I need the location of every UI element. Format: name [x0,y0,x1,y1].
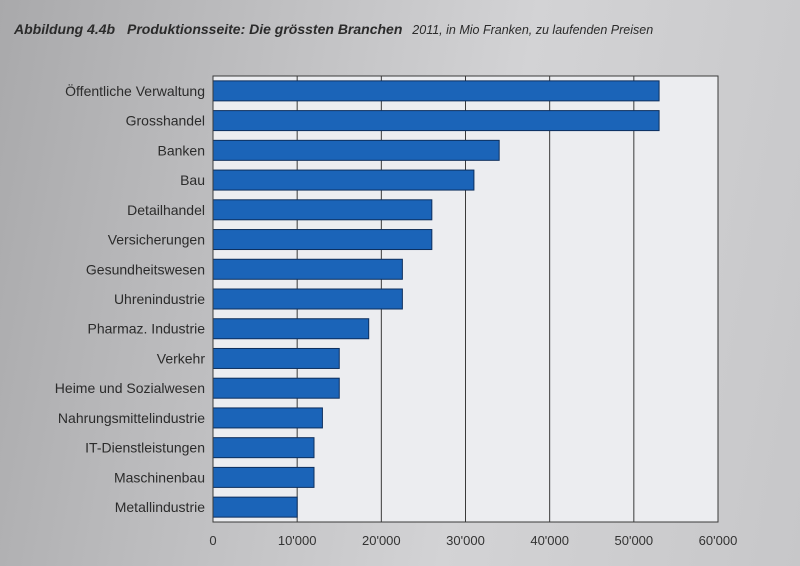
category-label: Versicherungen [108,232,205,248]
x-tick-label: 50'000 [615,533,654,548]
bar [212,377,340,399]
x-tick-label: 40'000 [530,533,569,548]
category-labels: Öffentliche Verwaltung Grosshandel Banken B… [55,82,206,515]
x-tick-label: 20'000 [362,533,401,548]
x-tick-label: 30'000 [446,533,485,548]
category-label: Verkehr [157,350,206,366]
bar [212,139,500,161]
category-label: IT-Dienstleistungen [85,440,205,456]
x-tick-label: 10'000 [278,533,317,548]
x-tick-label: 60'000 [699,533,738,548]
category-label: Grosshandel [126,113,205,129]
bar [212,288,403,310]
category-label: Metallindustrie [115,499,205,515]
bar [212,496,298,518]
plot-frame [212,75,719,523]
category-label: Nahrungsmittelindustrie [58,410,205,426]
bar [212,318,370,340]
bar [212,466,315,488]
bar [212,258,403,280]
category-label: Banken [158,142,205,158]
bar [212,199,433,221]
title-prefix: Abbildung 4.4b [13,21,116,37]
category-label: Maschinenbau [114,469,205,485]
category-label: Heime und Sozialwesen [55,380,205,396]
bar [212,347,340,369]
bar [212,110,660,132]
category-label: Pharmaz. Industrie [88,321,206,337]
bar [212,169,475,191]
title-main: Produktionsseite: Die grössten Branchen [127,21,402,37]
category-label: Bau [180,172,205,188]
category-label: Detailhandel [127,202,205,218]
title-suffix: 2011, in Mio Franken, zu laufenden Preis… [411,23,653,37]
bar [212,437,315,459]
chart-title: Abbildung 4.4b Produktionsseite: Die grö… [13,21,653,37]
x-tick-labels: 0 10'000 20'000 30'000 40'000 50'000 60'000 [209,533,737,548]
x-tick-label: 0 [209,533,216,548]
category-label: Öffentliche Verwaltung [65,82,205,99]
category-label: Gesundheitswesen [86,261,205,277]
category-label: Uhrenindustrie [114,291,205,307]
bar [212,229,433,251]
bars [212,80,660,518]
bar [212,80,660,102]
bar [212,407,323,429]
